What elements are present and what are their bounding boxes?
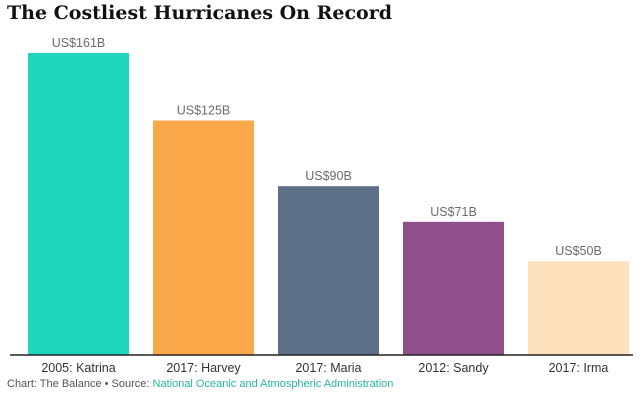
bar-2 — [153, 120, 254, 355]
category-label-5: 2017: Irma — [549, 361, 609, 375]
bar-4 — [403, 221, 504, 355]
source-link[interactable]: National Oceanic and Atmospheric Adminis… — [152, 378, 394, 390]
bar-value-label-5: US$50B — [555, 244, 602, 258]
bars-layer — [28, 53, 629, 355]
value-labels-layer: US$161B US$125B US$90B US$71B US$50B — [52, 36, 602, 258]
category-labels-layer: 2005: Katrina 2017: Harvey 2017: Maria 2012… — [41, 361, 608, 375]
bar-value-label-3: US$90B — [305, 169, 352, 183]
bar-value-label-4: US$71B — [430, 205, 477, 219]
chart-title: The Costliest Hurricanes On Record — [7, 2, 393, 24]
bar-value-label-2: US$125B — [177, 104, 231, 118]
category-label-3: 2017: Maria — [295, 361, 361, 375]
bar-1 — [28, 53, 129, 355]
credit-text: Chart: The Balance • Source: — [7, 378, 150, 390]
bar-3 — [278, 186, 379, 355]
bar-5 — [528, 261, 629, 355]
category-label-4: 2012: Sandy — [418, 361, 489, 375]
chart-footer: Chart: The Balance • Source: National Oc… — [7, 378, 393, 390]
category-label-2: 2017: Harvey — [166, 361, 241, 375]
bar-value-label-1: US$161B — [52, 36, 106, 50]
category-label-1: 2005: Katrina — [41, 361, 115, 375]
